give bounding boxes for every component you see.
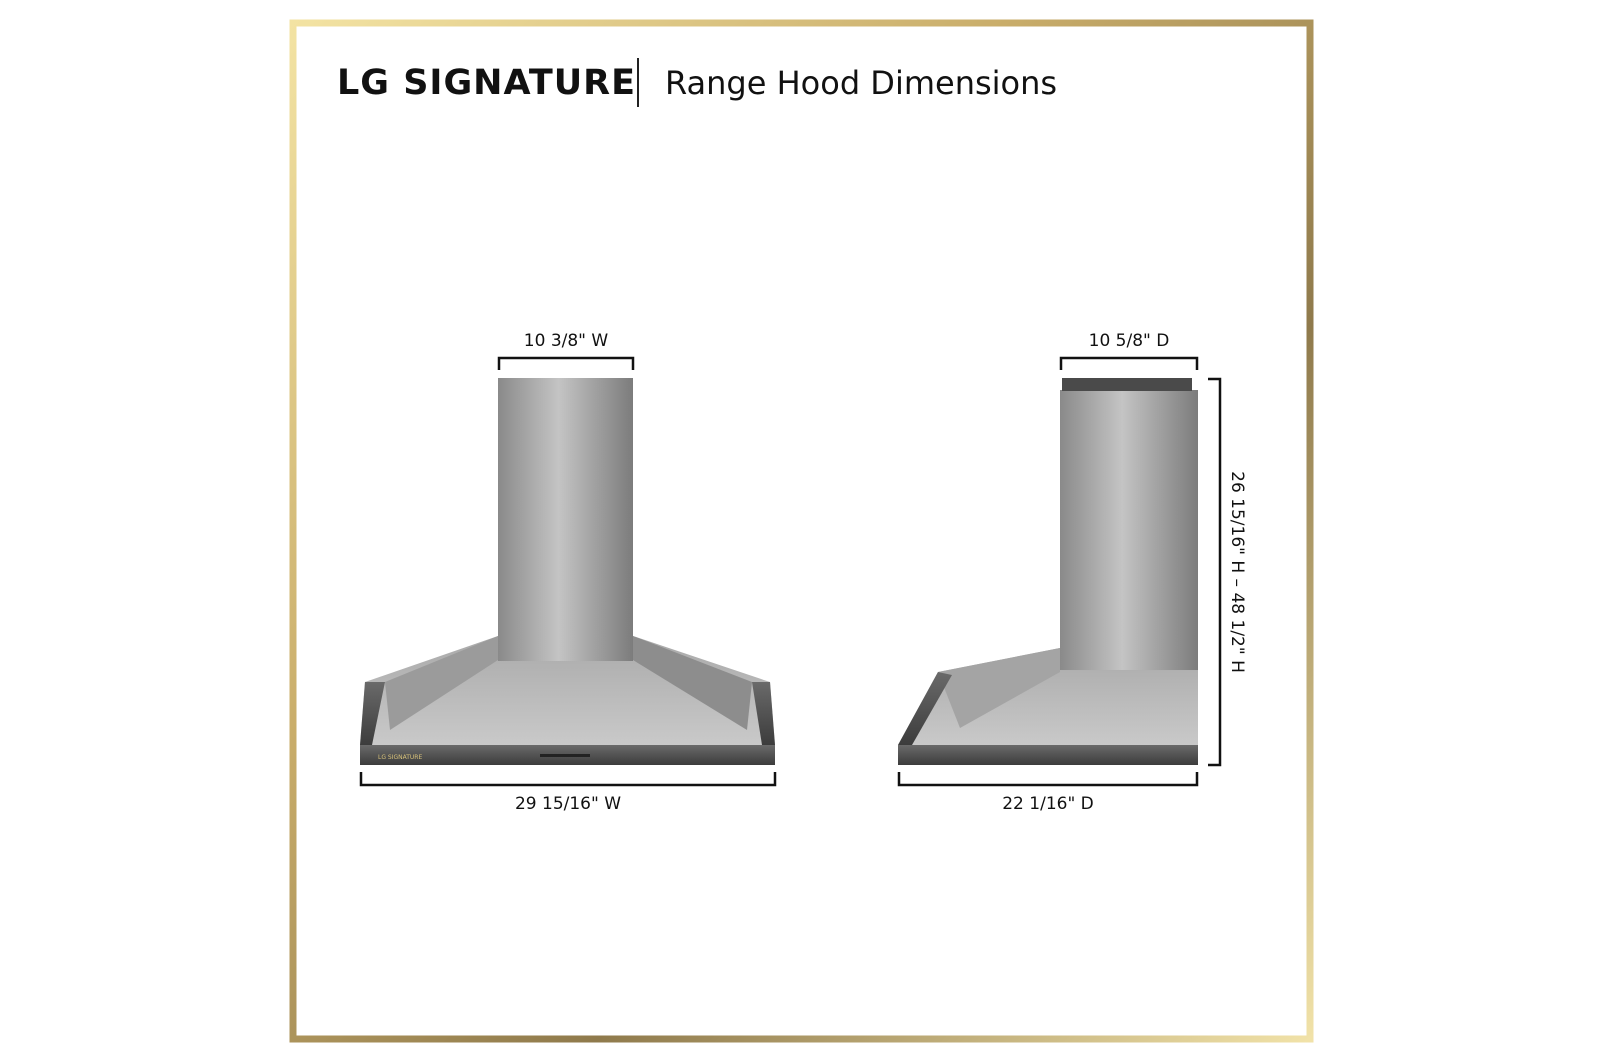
- bracket: [897, 772, 1199, 787]
- dimension-label: 10 5/8" D: [1089, 331, 1170, 351]
- side-chimney-top: [1062, 378, 1192, 391]
- front-rim-right: [752, 682, 775, 745]
- front-canopy-left: [385, 636, 498, 730]
- side-rim: [898, 672, 952, 745]
- front-hood: LG SIGNATURE: [360, 378, 775, 765]
- bracket: [359, 772, 777, 787]
- side-canopy-slope: [938, 648, 1060, 728]
- dimension-label: 29 15/16" W: [515, 794, 621, 814]
- side-hood: [898, 378, 1198, 765]
- dimension-label: 22 1/16" D: [1002, 794, 1094, 814]
- bracket: [1059, 356, 1199, 370]
- title: Range Hood Dimensions: [665, 64, 1057, 102]
- bracket: [497, 356, 635, 370]
- side-chimney: [1060, 390, 1198, 670]
- gold-frame: [289, 19, 1314, 1043]
- brand: LG SIGNATURE: [337, 63, 636, 103]
- side-base: [898, 745, 1198, 765]
- front-canopy-right: [633, 636, 752, 730]
- bracket: [1208, 377, 1222, 767]
- front-rim-left: [360, 682, 385, 745]
- dimension-label: 26 15/16" H – 48 1/2" H: [1227, 471, 1247, 673]
- badge: LG SIGNATURE: [378, 754, 422, 761]
- front-chimney: [498, 378, 633, 661]
- controls: [540, 754, 590, 757]
- dimension-label: 10 3/8" W: [524, 331, 609, 351]
